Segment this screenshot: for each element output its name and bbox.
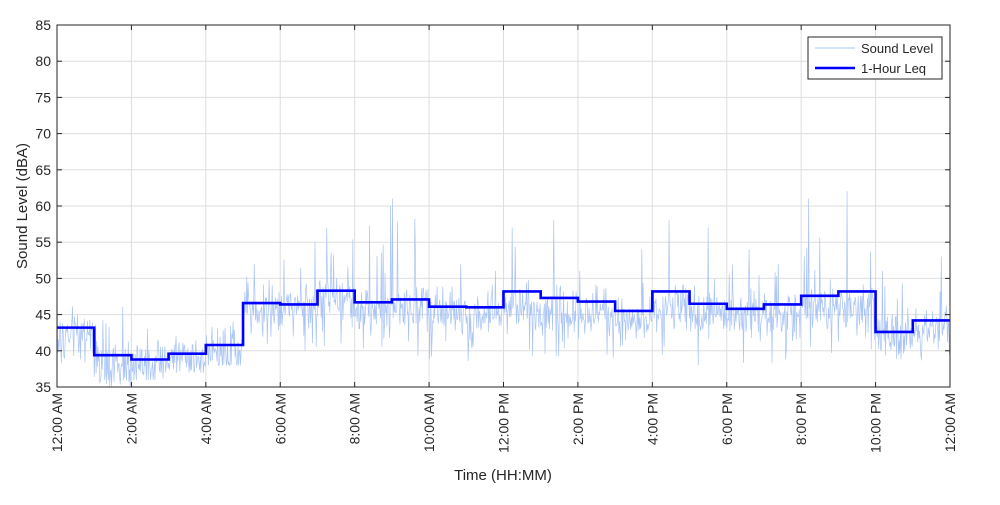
x-tick-label: 4:00 PM — [644, 393, 660, 445]
y-tick-label: 80 — [35, 53, 51, 69]
y-tick-label: 50 — [35, 270, 51, 286]
leq-step-line — [57, 289, 950, 361]
legend-label-sound-level: Sound Level — [861, 41, 933, 56]
x-tick-label: 6:00 PM — [719, 393, 735, 445]
y-tick-label: 55 — [35, 234, 51, 250]
y-tick-label: 60 — [35, 198, 51, 214]
x-tick-label: 2:00 AM — [123, 393, 139, 444]
y-tick-label: 85 — [35, 17, 51, 33]
x-tick-label: 12:00 AM — [942, 393, 958, 452]
y-axis-title: Sound Level (dBA) — [14, 143, 31, 269]
x-tick-label: 10:00 AM — [421, 393, 437, 452]
x-tick-label: 10:00 PM — [868, 393, 884, 453]
x-tick-label: 2:00 PM — [570, 393, 586, 445]
y-tick-label: 40 — [35, 343, 51, 359]
y-tick-label: 35 — [35, 379, 51, 395]
x-tick-label: 8:00 PM — [793, 393, 809, 445]
x-tick-label: 12:00 AM — [49, 393, 65, 452]
y-tick-label: 70 — [35, 126, 51, 142]
y-tick-label: 75 — [35, 89, 51, 105]
legend: Sound Level 1-Hour Leq — [807, 36, 943, 80]
y-tick-label: 45 — [35, 307, 51, 323]
x-tick-label: 12:00 PM — [496, 393, 512, 453]
leq-series — [57, 289, 950, 361]
y-tick-label: 65 — [35, 162, 51, 178]
tick-layer: 35 40 45 50 55 60 65 70 75 80 85 12:00 AM 2:00 AM 4:0… — [35, 17, 958, 453]
x-tick-label: 8:00 AM — [347, 393, 363, 444]
legend-label-leq: 1-Hour Leq — [861, 61, 926, 76]
x-tick-label: 4:00 AM — [198, 393, 214, 444]
x-tick-label: 6:00 AM — [272, 393, 288, 444]
legend-box — [807, 36, 943, 80]
x-axis-title: Time (HH:MM) — [454, 467, 552, 484]
